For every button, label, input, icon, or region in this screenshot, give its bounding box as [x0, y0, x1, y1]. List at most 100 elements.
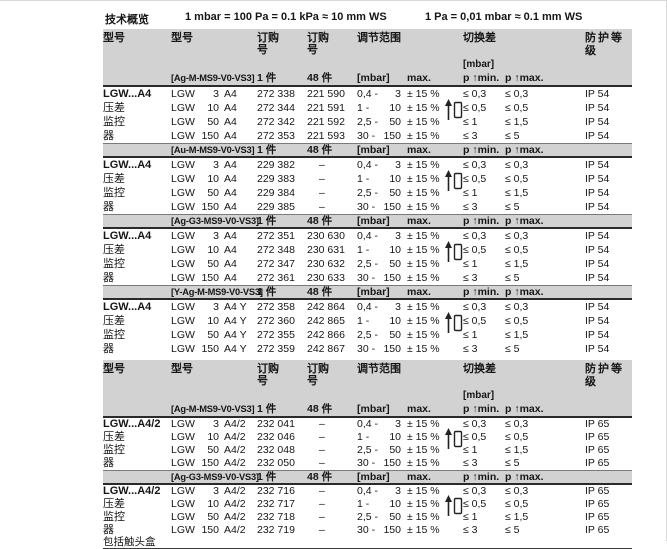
range-high: 10 — [389, 498, 401, 511]
model-variant: A4 — [224, 129, 237, 143]
cell-diff-min: ≤ 3 — [463, 524, 505, 537]
cell-diff-max: ≤ 1,5 — [505, 444, 547, 457]
cell-range: 30 -150 — [357, 129, 403, 143]
column-header-model-group: 型号 — [103, 32, 171, 44]
cell-diff-max: ≤ 0,3 — [505, 87, 547, 101]
page-title: 技术概览 — [105, 11, 149, 27]
cell-order-single: 229 382 — [257, 158, 307, 172]
model-series: LGW — [171, 200, 197, 214]
cell-order-single: 232 050 — [257, 457, 307, 470]
range-low: 0,4 - — [357, 300, 378, 314]
p-min-header: p ↑min. — [463, 402, 505, 416]
cell-tolerance: ± 15 % — [403, 87, 443, 101]
cell-tolerance: ± 15 % — [403, 101, 443, 115]
cell-diff-min: ≤ 3 — [463, 271, 505, 285]
range-unit-header: [mbar] — [357, 215, 403, 227]
model-size: 50 — [197, 257, 219, 271]
model-variant: A4/2 — [224, 524, 246, 537]
cell-range: 1 -10 — [357, 243, 403, 257]
cell-order-pack: 230 630 — [307, 229, 357, 243]
diff-unit-header: [mbar] — [463, 390, 505, 402]
model-series: LGW — [171, 271, 197, 285]
cell-tolerance: ± 15 % — [403, 172, 443, 186]
cell-diff-min: ≤ 1 — [463, 257, 505, 271]
cell-protection-class: IP 65 — [585, 485, 632, 498]
cell-diff-max: ≤ 0,5 — [505, 172, 547, 186]
cell-tolerance: ± 15 % — [403, 300, 443, 314]
cell-range: 0,4 -3 — [357, 158, 403, 172]
cell-protection-class: IP 54 — [585, 87, 632, 101]
model-variant: A4 Y — [224, 300, 247, 314]
cell-protection-class: IP 54 — [585, 328, 632, 342]
cell-protection-class: IP 54 — [585, 243, 632, 257]
range-low: 2,5 - — [357, 511, 378, 524]
cell-range: 0,4 -3 — [357, 229, 403, 243]
cell-protection-class: IP 54 — [585, 229, 632, 243]
model-series: LGW — [171, 129, 197, 143]
variant-code: [Ag-G3-MS9-V0-VS3] — [171, 471, 257, 483]
cell-order-single: 232 046 — [257, 431, 307, 444]
cell-diff-min: ≤ 3 — [463, 129, 505, 143]
range-low: 30 - — [357, 200, 375, 214]
table-main-header: 型号型号订购号订购号调节范围切换差防护等级[mbar][Ag-M-MS9-V0-… — [103, 29, 632, 87]
column-header-protection-text: 防护等级 — [585, 32, 627, 58]
qty-single-header: 1 件 — [257, 215, 307, 227]
cell-range: 30 -150 — [357, 342, 403, 356]
model-size: 10 — [197, 498, 219, 511]
range-low: 2,5 - — [357, 186, 378, 200]
p-max-header: p ↑max. — [505, 286, 547, 298]
model-series: LGW — [171, 328, 197, 342]
cell-diff-max: ≤ 5 — [505, 200, 547, 214]
variant-code: [Ag-M-MS9-V0-VS3] — [171, 402, 257, 416]
group-label: LGW...A4/2 — [103, 418, 171, 431]
pressure-rise-switch-icon — [444, 98, 464, 122]
model-series: LGW — [171, 172, 197, 186]
header-row-columns: 型号型号订购号订购号调节范围切换差防护等级 — [103, 360, 632, 390]
cell-order-single: 272 360 — [257, 314, 307, 328]
variant-code: [Au-M-MS9-V0-VS3] — [171, 144, 257, 156]
range-low: 0,4 - — [357, 229, 378, 243]
cell-diff-max: ≤ 0,5 — [505, 314, 547, 328]
cell-protection-class: IP 54 — [585, 257, 632, 271]
cell-protection-class: IP 65 — [585, 457, 632, 470]
range-max-header: max. — [403, 402, 443, 416]
cell-range: 0,4 -3 — [357, 485, 403, 498]
group-label-cont: 监控 — [103, 444, 171, 457]
conversion-formula-1: 1 mbar = 100 Pa = 0.1 kPa ≈ 10 mm WS — [185, 11, 387, 23]
cell-order-single: 232 041 — [257, 418, 307, 431]
range-high: 10 — [389, 243, 401, 257]
cell-order-pack: – — [307, 200, 357, 214]
p-min-header: p ↑min. — [463, 471, 505, 483]
cell-range: 2,5 -50 — [357, 115, 403, 129]
cell-tolerance: ± 15 % — [403, 511, 443, 524]
block-icon-wrap — [444, 240, 464, 269]
cell-range: 2,5 -50 — [357, 328, 403, 342]
model-variant: A4/2 — [224, 418, 246, 431]
model-size: 150 — [197, 342, 219, 356]
qty-pack-header: 48 件 — [307, 286, 357, 298]
cell-diff-max: ≤ 0,5 — [505, 498, 547, 511]
cell-order-single: 272 359 — [257, 342, 307, 356]
cell-order-single: 232 716 — [257, 485, 307, 498]
column-header-model: 型号 — [171, 32, 257, 44]
qty-pack-header: 48 件 — [307, 471, 357, 483]
cell-protection-class: IP 54 — [585, 200, 632, 214]
cell-protection-class: IP 65 — [585, 511, 632, 524]
cell-diff-max: ≤ 0,3 — [505, 485, 547, 498]
cell-diff-min: ≤ 3 — [463, 200, 505, 214]
cell-diff-max: ≤ 0,3 — [505, 158, 547, 172]
range-low: 1 - — [357, 314, 369, 328]
cell-order-pack: 221 593 — [307, 129, 357, 143]
model-size: 3 — [197, 87, 219, 101]
model-variant: A4/2 — [224, 431, 246, 444]
range-unit-header: [mbar] — [357, 402, 403, 416]
